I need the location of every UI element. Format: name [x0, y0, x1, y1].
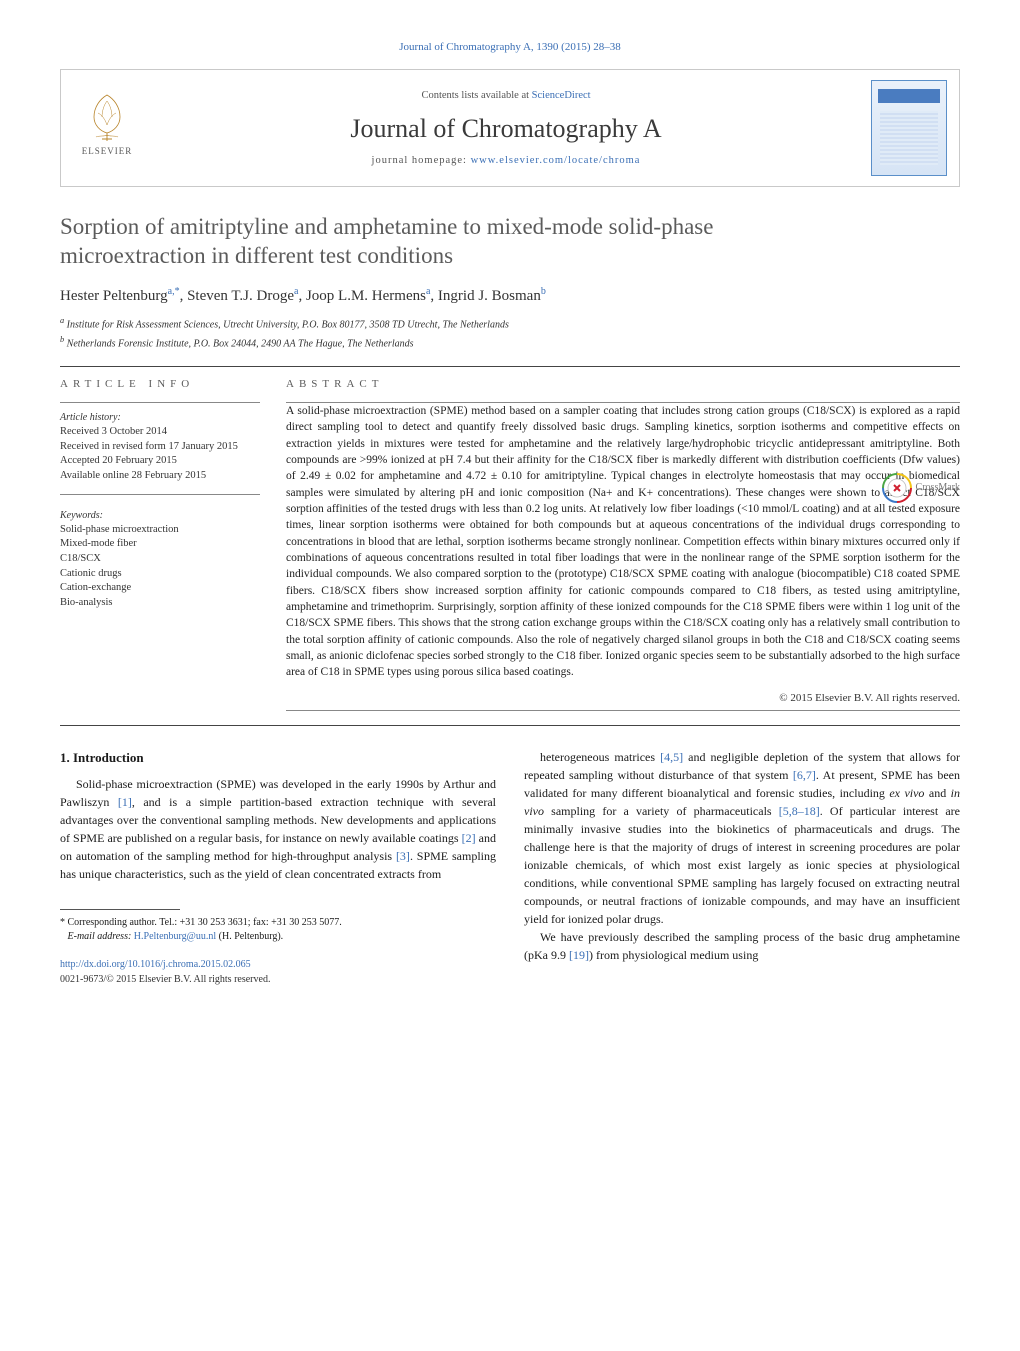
affiliation-b: b Netherlands Forensic Institute, P.O. B… — [60, 334, 960, 351]
keywords-label: Keywords: — [60, 509, 260, 523]
elsevier-wordmark: ELSEVIER — [82, 145, 133, 158]
history-line-2: Accepted 20 February 2015 — [60, 454, 260, 469]
journal-reference: Journal of Chromatography A, 1390 (2015)… — [60, 40, 960, 55]
homepage-link[interactable]: www.elsevier.com/locate/chroma — [471, 155, 641, 166]
history-line-1: Received in revised form 17 January 2015 — [60, 440, 260, 455]
author-4: Ingrid J. Bosman — [438, 288, 541, 304]
article-title: Sorption of amitriptyline and amphetamin… — [60, 213, 820, 271]
abstract-heading: ABSTRACT — [286, 377, 960, 392]
elsevier-logo: ELSEVIER — [73, 89, 141, 167]
corr-author-text: Corresponding author. Tel.: +31 30 253 3… — [68, 917, 342, 928]
history-line-3: Available online 28 February 2015 — [60, 469, 260, 484]
intro-paragraph-3: We have previously described the samplin… — [524, 928, 960, 964]
crossmark-label: CrossMark — [916, 481, 960, 495]
keyword-3: Cationic drugs — [60, 567, 260, 582]
journal-cover-thumbnail — [871, 80, 947, 176]
abstract-text: A solid-phase microextraction (SPME) met… — [286, 403, 960, 681]
author-list: Hester Peltenburga,*, Steven T.J. Drogea… — [60, 285, 960, 307]
body-column-left: 1. Introduction Solid-phase microextract… — [60, 748, 496, 988]
divider-rule-2 — [60, 725, 960, 726]
abstract-column: ABSTRACT A solid-phase microextraction (… — [286, 377, 960, 711]
author-4-sup: b — [541, 286, 546, 297]
section-1-heading: 1. Introduction — [60, 748, 496, 768]
journal-homepage-line: journal homepage: www.elsevier.com/locat… — [155, 154, 857, 169]
history-line-0: Received 3 October 2014 — [60, 425, 260, 440]
email-label: E-mail address: — [68, 931, 134, 942]
keyword-1: Mixed-mode fiber — [60, 537, 260, 552]
journal-name: Journal of Chromatography A — [155, 111, 857, 147]
email-who: (H. Peltenburg). — [216, 931, 283, 942]
article-info-column: ARTICLE INFO Article history: Received 3… — [60, 377, 260, 711]
keyword-0: Solid-phase microextraction — [60, 523, 260, 538]
footnote-separator — [60, 909, 180, 910]
affiliation-a-text: Institute for Risk Assessment Sciences, … — [67, 319, 509, 330]
corr-email-link[interactable]: H.Peltenburg@uu.nl — [134, 931, 216, 942]
author-3-sup: a — [426, 286, 430, 297]
lists-prefix: Contents lists available at — [421, 90, 531, 101]
author-1-sup: a,* — [168, 286, 180, 297]
affiliation-a: a Institute for Risk Assessment Sciences… — [60, 315, 960, 332]
crossmark-badge[interactable]: CrossMark — [882, 473, 960, 503]
author-1: Hester Peltenburg — [60, 288, 168, 304]
body-column-right: heterogeneous matrices [4,5] and negligi… — [524, 748, 960, 988]
contents-lists-line: Contents lists available at ScienceDirec… — [155, 89, 857, 104]
keyword-2: C18/SCX — [60, 552, 260, 567]
article-history-label: Article history: — [60, 411, 260, 425]
author-2: Steven T.J. Droge — [187, 288, 294, 304]
article-info-heading: ARTICLE INFO — [60, 377, 260, 392]
elsevier-tree-icon — [80, 89, 134, 143]
sciencedirect-link[interactable]: ScienceDirect — [532, 90, 591, 101]
affiliation-b-text: Netherlands Forensic Institute, P.O. Box… — [67, 339, 414, 350]
author-2-sup: a — [294, 286, 298, 297]
keyword-4: Cation-exchange — [60, 581, 260, 596]
doi-link[interactable]: http://dx.doi.org/10.1016/j.chroma.2015.… — [60, 959, 251, 970]
crossmark-icon — [882, 473, 912, 503]
issn-copyright-line: 0021-9673/© 2015 Elsevier B.V. All right… — [60, 972, 496, 987]
intro-paragraph-2: heterogeneous matrices [4,5] and negligi… — [524, 748, 960, 928]
keyword-5: Bio-analysis — [60, 596, 260, 611]
journal-header: ELSEVIER Contents lists available at Sci… — [60, 69, 960, 187]
doi-line: http://dx.doi.org/10.1016/j.chroma.2015.… — [60, 957, 496, 972]
corresponding-author-footnote: * Corresponding author. Tel.: +31 30 253… — [60, 916, 496, 943]
homepage-prefix: journal homepage: — [372, 155, 471, 166]
abstract-copyright: © 2015 Elsevier B.V. All rights reserved… — [286, 691, 960, 706]
divider-rule — [60, 366, 960, 367]
intro-paragraph-1: Solid-phase microextraction (SPME) was d… — [60, 775, 496, 883]
author-3: Joop L.M. Hermens — [306, 288, 426, 304]
